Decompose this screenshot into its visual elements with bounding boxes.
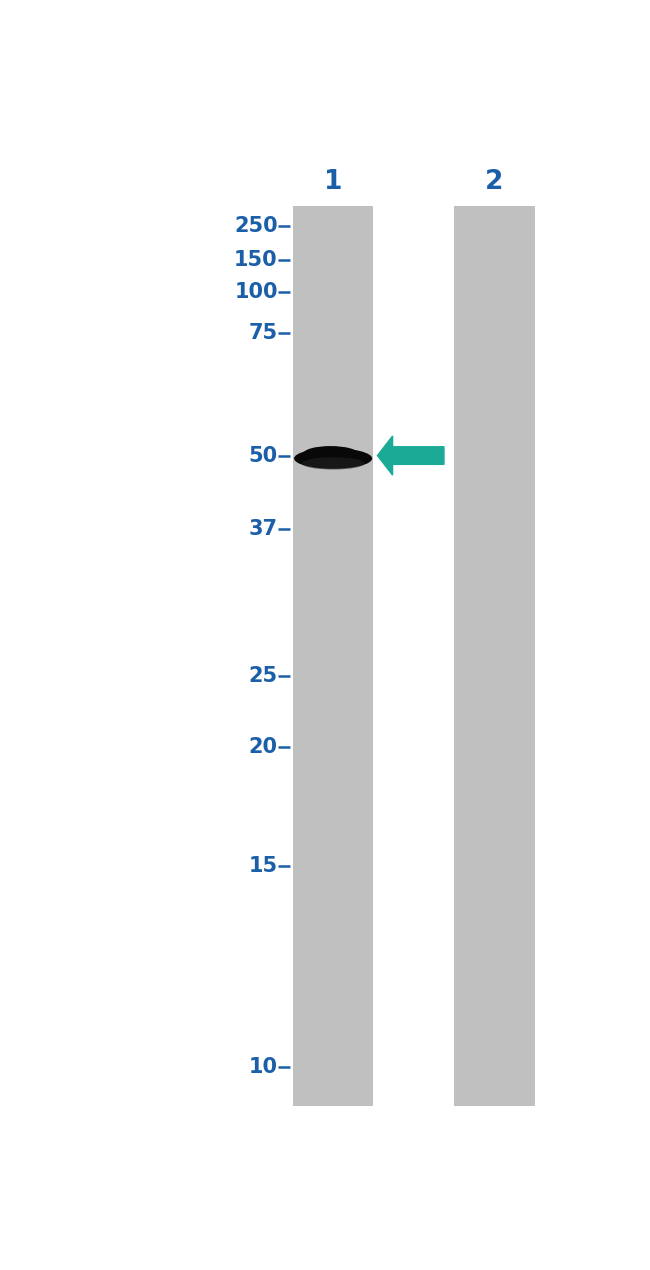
Bar xyxy=(454,206,534,1106)
Text: 37: 37 xyxy=(249,519,278,538)
Text: 15: 15 xyxy=(248,856,278,876)
Text: 25: 25 xyxy=(248,665,278,686)
Text: 75: 75 xyxy=(248,324,278,343)
Ellipse shape xyxy=(304,446,358,461)
Text: 100: 100 xyxy=(234,282,278,302)
Text: 2: 2 xyxy=(485,169,504,194)
Text: 50: 50 xyxy=(248,446,278,466)
Ellipse shape xyxy=(294,448,372,469)
FancyArrow shape xyxy=(378,436,444,475)
Text: 10: 10 xyxy=(249,1057,278,1077)
Text: 250: 250 xyxy=(234,216,278,236)
Text: 20: 20 xyxy=(249,737,278,757)
Text: 1: 1 xyxy=(324,169,343,194)
Ellipse shape xyxy=(302,457,365,470)
Text: 150: 150 xyxy=(234,250,278,271)
Bar xyxy=(292,206,373,1106)
